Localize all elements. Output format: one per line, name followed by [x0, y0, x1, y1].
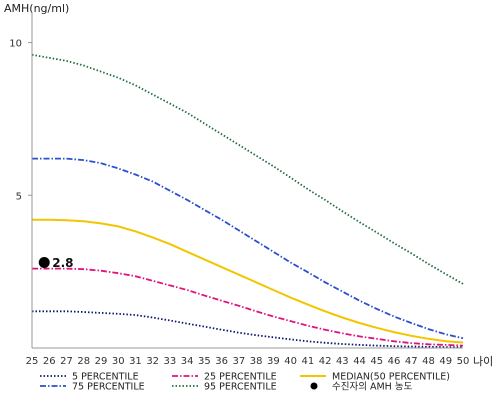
x-tick-label: 27 [60, 356, 73, 367]
x-tick-label: 49 [439, 356, 452, 367]
x-axis-title: 나이 [473, 355, 493, 368]
x-tick-label: 38 [250, 356, 263, 367]
x-tick-label: 47 [405, 356, 418, 367]
legend-label-95-percentile: 95 PERCENTILE [204, 382, 277, 393]
x-tick-label: 31 [129, 356, 142, 367]
legend-label-5-percentile: 5 PERCENTILE [72, 372, 139, 383]
legend-label-75-percentile: 75 PERCENTILE [72, 382, 145, 393]
legend-label-25-percentile: 25 PERCENTILE [204, 372, 277, 383]
x-tick-label: 45 [370, 356, 383, 367]
x-tick-label: 43 [336, 356, 349, 367]
x-tick-label: 36 [215, 356, 228, 367]
x-tick-label: 46 [388, 356, 401, 367]
x-tick-label: 32 [146, 356, 159, 367]
patient-point [38, 256, 50, 268]
x-tick-label: 39 [267, 356, 280, 367]
x-tick-label: 34 [181, 356, 194, 367]
x-tick-label: 42 [319, 356, 332, 367]
x-tick-label: 50 [457, 356, 470, 367]
x-tick-label: 25 [26, 356, 39, 367]
x-tick-label: 41 [301, 356, 314, 367]
patient-point-label: 2.8 [52, 256, 73, 270]
series-line-25-percentile [32, 267, 464, 347]
series-line-95-percentile [31, 53, 464, 285]
series-lines [31, 53, 464, 348]
x-tick-label: 29 [95, 356, 108, 367]
series-line-75-percentile [32, 157, 464, 340]
legend: 5 PERCENTILE 25 PERCENTILE MEDIAN(50 PERCE… [40, 372, 450, 393]
legend-label-patient: 수진자의 AMH 농도 [332, 382, 413, 393]
legend-swatch-patient [310, 382, 318, 390]
series-line-5-percentile [32, 310, 463, 348]
y-axis-title: AMH(ng/ml) [4, 2, 69, 15]
x-tick-label: 28 [77, 356, 90, 367]
x-tick-label: 48 [422, 356, 435, 367]
x-tick-label: 44 [353, 356, 366, 367]
series-line-median-50-percentile [32, 218, 464, 344]
x-tick-label: 40 [284, 356, 297, 367]
x-tick-label: 30 [112, 356, 125, 367]
highlight-marker: 2.8 [38, 256, 74, 270]
legend-label-median-50-percentile: MEDIAN(50 PERCENTILE) [332, 372, 450, 383]
x-tick-label: 37 [233, 356, 246, 367]
y-tick-label: 10 [9, 39, 22, 50]
x-tick-label: 26 [43, 356, 56, 367]
x-tick-labels: 25 26 27 28 29 30 31 32 33 34 35 36 37 38 39 40 41 42 43 44… [26, 356, 470, 367]
y-tick-label: 5 [16, 191, 22, 202]
x-tick-label: 33 [164, 356, 177, 367]
x-tick-label: 35 [198, 356, 211, 367]
y-tick-labels: 5 10 [9, 39, 32, 202]
